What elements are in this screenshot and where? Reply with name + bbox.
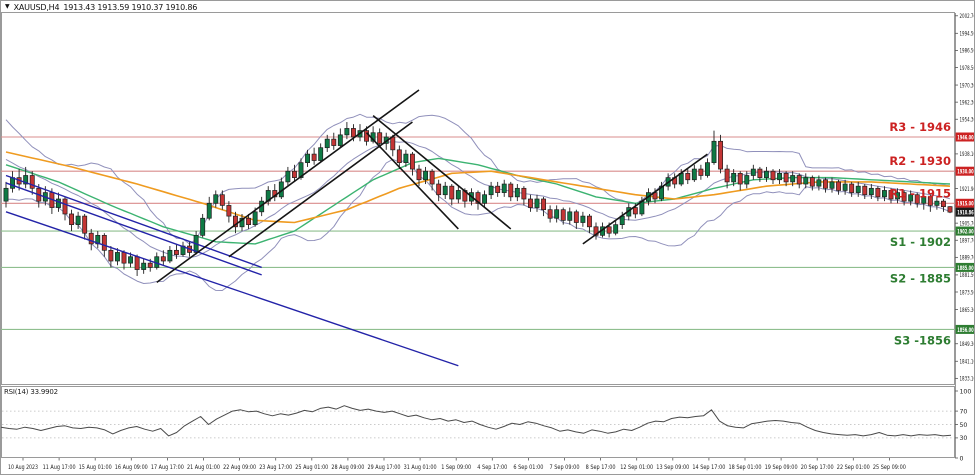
ascending-trendline-1 xyxy=(156,89,420,284)
price-badge-text: 1946.00 xyxy=(957,134,974,141)
price-tick-label: 1841.10 xyxy=(960,358,975,366)
ascending-trendline-3 xyxy=(582,153,708,245)
price-tick-label: 1954.30 xyxy=(960,116,975,124)
left-channel-upper xyxy=(5,174,262,269)
price-tick-label: 2002.70 xyxy=(960,12,975,20)
price-badge-resistance xyxy=(955,132,974,142)
trendlines xyxy=(5,89,708,367)
bb-upper xyxy=(5,113,951,245)
time-axis-label: 11 Aug 17:00 xyxy=(43,464,76,471)
price-pane-border xyxy=(1,12,955,385)
left-channel-upper-2 xyxy=(5,182,262,276)
rsi-scale-label: 30 xyxy=(960,435,968,442)
ascending-trendline-2 xyxy=(228,121,413,258)
price-tick-label: 1897.70 xyxy=(960,237,975,245)
time-axis-label: 17 Aug 17:00 xyxy=(151,464,184,471)
resistance-label: R1 - 1915 xyxy=(889,186,951,200)
price-badge-text: 1856.00 xyxy=(957,327,974,334)
symbol-dropdown-icon[interactable]: ▼ xyxy=(5,3,10,10)
price-tick-label: 1873.50 xyxy=(960,288,975,296)
descending-trendline-2 xyxy=(365,132,459,230)
rsi-scale-label: 0 xyxy=(960,455,964,462)
support-label: S3 -1856 xyxy=(894,333,951,347)
descending-trendline-1 xyxy=(372,115,512,230)
rsi-scale-label: 50 xyxy=(960,422,968,429)
price-tick-label: 1833.10 xyxy=(960,375,975,383)
time-axis-label: 7 Sep 09:00 xyxy=(550,464,580,471)
price-badge-resistance xyxy=(955,166,974,176)
bb-lower xyxy=(5,158,951,291)
time-axis[interactable]: 10 Aug 2023 11 Aug 17:00 15 Aug 01:00 16 Au… xyxy=(8,458,906,471)
resistance-label: R2 - 1930 xyxy=(889,154,951,168)
time-axis-label: 18 Sep 01:00 xyxy=(729,464,762,471)
price-tick-label: 1881.50 xyxy=(960,271,975,279)
time-axis-label: 13 Sep 09:00 xyxy=(656,464,689,471)
price-tick-label: 1865.30 xyxy=(960,306,975,314)
rsi-pane[interactable]: 100 70 50 30 0 xyxy=(1,388,971,462)
pane-borders xyxy=(1,12,956,458)
candlestick-series[interactable] xyxy=(3,122,953,276)
time-axis-label: 23 Aug 17:00 xyxy=(259,464,292,471)
rsi-scale-label: 100 xyxy=(960,388,972,395)
ohlc-values: 1913.43 1913.59 1910.37 1910.86 xyxy=(63,2,198,12)
rsi-line xyxy=(1,405,952,437)
chart-titlebar: ▼ XAUUSD,H4 1913.43 1913.59 1910.37 1910… xyxy=(5,2,204,12)
price-badge-text: 1902.00 xyxy=(957,228,974,235)
price-tick-label: 1849.30 xyxy=(960,340,975,348)
price-tick-label: 1986.50 xyxy=(960,47,975,55)
time-axis-label: 19 Sep 09:00 xyxy=(765,464,798,471)
price-badge-text: 1885.00 xyxy=(957,265,974,272)
time-axis-label: 25 Aug 01:00 xyxy=(295,464,328,471)
price-tick-label: 1962.30 xyxy=(960,98,975,106)
price-badge-support xyxy=(955,226,974,236)
time-axis-label: 8 Sep 17:00 xyxy=(586,464,616,471)
price-badge-resistance xyxy=(955,198,974,208)
support-label: S1 - 1902 xyxy=(890,235,951,249)
price-badge-support xyxy=(955,262,974,272)
time-axis-label: 25 Sep 09:00 xyxy=(873,464,906,471)
rsi-pane-border xyxy=(1,386,955,458)
time-axis-label: 4 Sep 17:00 xyxy=(477,464,507,471)
price-tick-label: 1889.70 xyxy=(960,254,975,262)
sr-labels: R3 - 1946 R2 - 1930 R1 - 1915 S1 - 1902 S2 -… xyxy=(889,120,951,347)
time-axis-label: 21 Aug 01:00 xyxy=(187,464,220,471)
left-channel-lower xyxy=(5,211,459,367)
price-badge-last-price xyxy=(955,207,974,217)
support-label: S2 - 1885 xyxy=(890,271,951,285)
price-badge-text: 1930.00 xyxy=(957,169,974,176)
time-axis-label: 31 Aug 01:00 xyxy=(404,464,437,471)
time-axis-label: 10 Aug 2023 xyxy=(8,464,38,471)
rsi-scale-label: 70 xyxy=(960,408,968,415)
price-badge-text: 1915.00 xyxy=(957,201,974,208)
price-tick-label: 1978.50 xyxy=(960,64,975,72)
time-axis-label: 22 Sep 01:00 xyxy=(837,464,870,471)
time-axis-label: 28 Aug 09:00 xyxy=(331,464,364,471)
time-axis-label: 15 Aug 01:00 xyxy=(79,464,112,471)
resistance-label: R3 - 1946 xyxy=(889,120,951,134)
symbol-period-label: XAUUSD,H4 xyxy=(13,2,60,12)
time-axis-label: 14 Sep 17:00 xyxy=(692,464,725,471)
time-axis-label: 20 Sep 17:00 xyxy=(801,464,834,471)
price-badge-text: 1910.86 xyxy=(957,210,974,217)
time-axis-label: 22 Aug 09:00 xyxy=(223,464,256,471)
price-tick-label: 1921.90 xyxy=(960,185,975,193)
price-tick-label: 1905.70 xyxy=(960,219,975,227)
price-tick-label: 1994.50 xyxy=(960,30,975,38)
price-axis[interactable]: 2002.70 1994.50 1986.50 1978.50 1970.30 1962.… xyxy=(955,12,975,383)
time-axis-label: 1 Sep 09:00 xyxy=(441,464,471,471)
time-axis-label: 29 Aug 17:00 xyxy=(368,464,401,471)
time-axis-label: 16 Aug 09:00 xyxy=(115,464,148,471)
price-tick-label: 1938.10 xyxy=(960,150,975,158)
time-axis-label: 6 Sep 01:00 xyxy=(513,464,543,471)
time-axis-label: 12 Sep 01:00 xyxy=(620,464,653,471)
rsi-indicator-label: RSI(14) 33.9902 xyxy=(4,388,58,396)
price-badge-support xyxy=(955,324,974,334)
price-tick-label: 1970.30 xyxy=(960,81,975,89)
